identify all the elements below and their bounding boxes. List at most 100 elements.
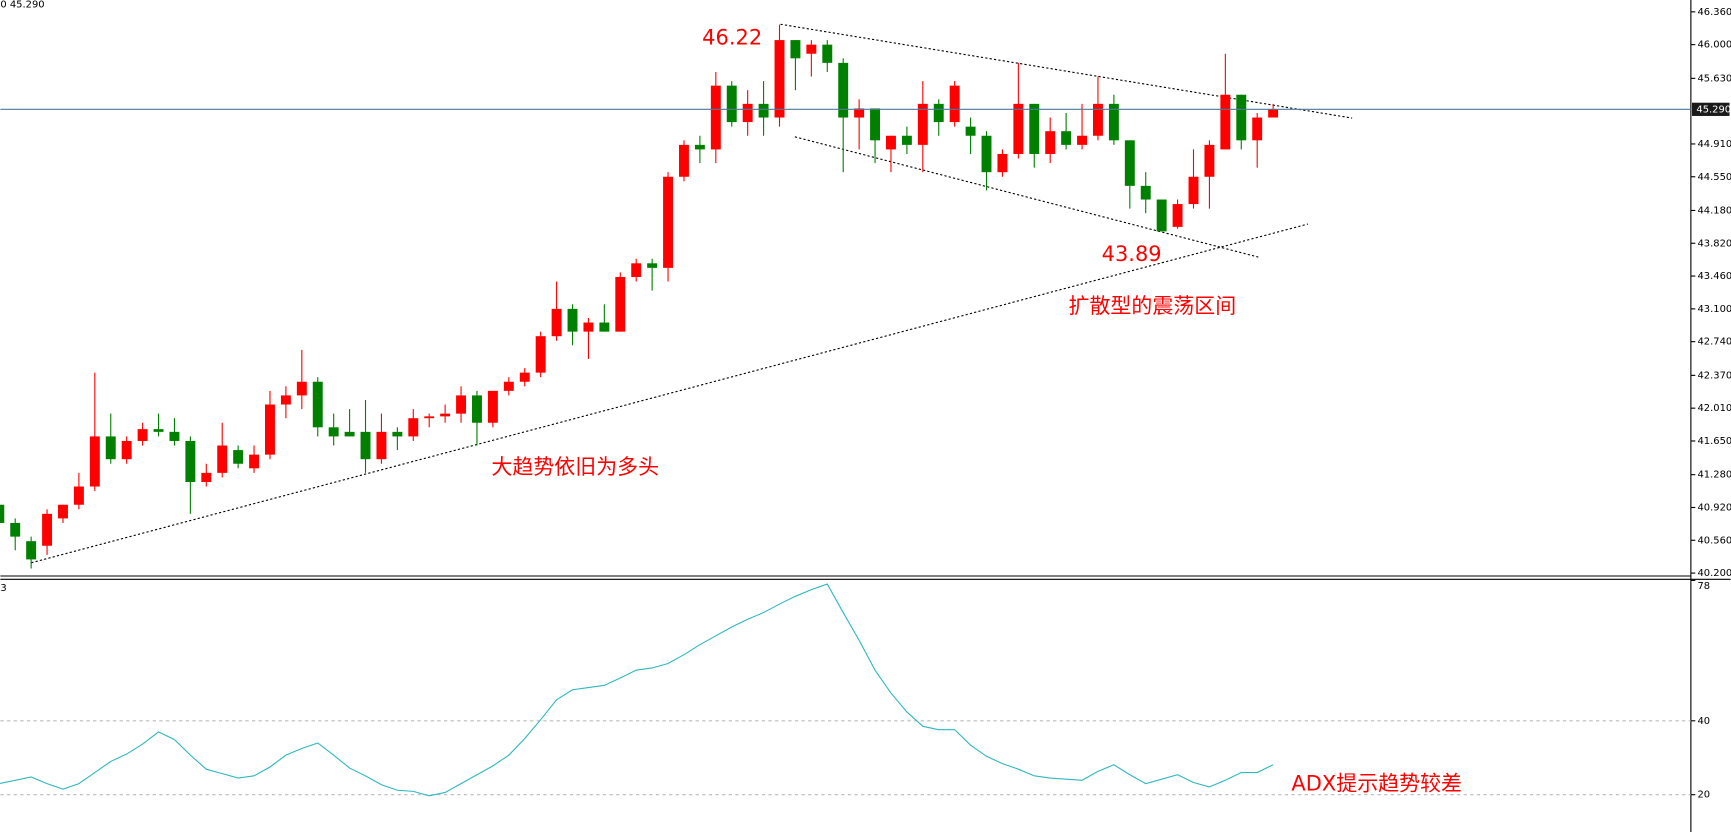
candle-body: [408, 418, 419, 437]
candle-body: [1108, 103, 1119, 141]
candle-body: [631, 263, 642, 277]
annotation: ADX提示趋势较差: [1291, 772, 1462, 796]
y-tick-label: 40.920: [1698, 502, 1731, 513]
candle-body: [376, 431, 387, 460]
y-tick-label: 40.560: [1698, 535, 1731, 546]
y-tick-label: 42.010: [1698, 403, 1731, 414]
last-price-label: 45.290: [1696, 104, 1731, 115]
y-tick-label: 44.180: [1698, 205, 1731, 216]
candle-body: [758, 103, 769, 118]
price-header: 0 45.290: [0, 0, 44, 10]
candle-body: [949, 85, 960, 123]
upper-trendline: [780, 23, 1353, 119]
candle-body: [886, 135, 896, 150]
y-tick-label: 40.200: [1698, 568, 1731, 579]
y-tick-label: 40: [1698, 716, 1711, 727]
candle-body: [1268, 109, 1279, 118]
last-price-box: [1691, 102, 1730, 116]
y-tick-label: 41.280: [1698, 470, 1731, 481]
y-tick-label: 20: [1698, 790, 1711, 801]
candle-body: [201, 472, 212, 482]
candle-body: [1188, 176, 1199, 205]
candle-body: [519, 372, 530, 382]
candle-body: [1029, 103, 1040, 154]
candle-body: [312, 381, 323, 428]
candle-body: [822, 44, 833, 63]
candle-body: [1045, 131, 1056, 154]
lower-trendline: [794, 136, 1259, 258]
candle-body: [854, 108, 865, 118]
annotation: 扩散型的震荡区间: [1069, 294, 1237, 318]
candle-body: [1077, 135, 1088, 145]
candle-body: [137, 429, 148, 441]
candle-body: [1013, 103, 1024, 154]
candle-body: [663, 176, 674, 268]
candle-body: [981, 135, 992, 173]
candle-body: [742, 103, 753, 123]
candle-body: [424, 416, 435, 419]
y-tick-label: 42.370: [1698, 370, 1731, 381]
candle-body: [185, 440, 196, 482]
candle-body: [567, 308, 578, 332]
candle-body: [280, 395, 291, 405]
candle-body: [456, 395, 467, 414]
y-tick-label: 43.460: [1698, 271, 1731, 282]
candle-body: [296, 381, 307, 396]
candle-body: [710, 85, 721, 150]
candle-body: [153, 429, 164, 432]
candle-body: [1204, 144, 1215, 177]
candle-body: [249, 454, 260, 469]
candle-body: [870, 108, 881, 141]
candle-body: [583, 322, 594, 332]
candle-body: [73, 486, 84, 505]
candle-body: [535, 336, 546, 373]
candle-body: [997, 153, 1008, 173]
candle-body: [58, 504, 68, 519]
candle-body: [0, 504, 5, 523]
candle-body: [1156, 199, 1167, 232]
candle-body: [265, 404, 275, 455]
candle-body: [1220, 94, 1231, 150]
y-tick-label: 78: [1698, 581, 1711, 592]
annotation: 46.22: [702, 26, 762, 50]
candle-body: [1236, 94, 1247, 141]
candle-body: [965, 126, 976, 136]
candle-body: [1124, 140, 1135, 186]
candle-body: [1252, 117, 1263, 141]
y-tick-label: 41.650: [1698, 436, 1731, 447]
candle-body: [615, 276, 626, 332]
candle-body: [344, 431, 355, 437]
candle-body: [790, 40, 801, 59]
candle-body: [774, 40, 785, 118]
candle-body: [726, 85, 737, 123]
candle-body: [1092, 103, 1103, 136]
y-tick-label: 43.820: [1698, 238, 1731, 249]
candle-body: [121, 440, 132, 460]
candle-body: [1172, 204, 1183, 227]
candle-body: [679, 144, 689, 177]
adx-line: [0, 583, 1274, 797]
y-tick-label: 44.550: [1698, 172, 1731, 183]
adx-header: 3: [0, 583, 6, 594]
candle-body: [694, 144, 705, 150]
candle-body: [440, 413, 451, 417]
y-tick-label: 45.630: [1698, 73, 1731, 84]
candle-body: [328, 427, 339, 437]
candle-body: [89, 436, 100, 487]
candle-body: [169, 431, 180, 441]
candle-body: [933, 103, 944, 123]
y-tick-label: 42.740: [1698, 337, 1731, 348]
candle-body: [1140, 185, 1151, 200]
candle-body: [472, 395, 482, 423]
candle-body: [392, 431, 403, 437]
y-tick-label: 46.360: [1698, 7, 1731, 18]
candle-body: [838, 62, 849, 118]
candle-body: [647, 263, 658, 268]
candle-body: [233, 450, 244, 464]
candle-body: [487, 390, 498, 423]
candle-body: [217, 445, 228, 473]
candle-body: [599, 322, 610, 332]
y-tick-label: 44.910: [1698, 139, 1731, 150]
